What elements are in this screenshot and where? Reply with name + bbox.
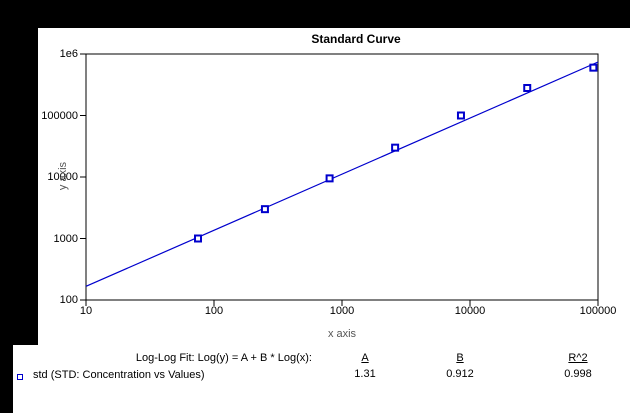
y-tick-label: 100 [59,294,78,306]
legend-series-label: std (STD: Concentration vs Values) [33,369,205,381]
y-tick-label: 1000 [53,232,78,245]
x-axis-title: x axis [327,328,357,340]
x-tick-label: 100000 [579,305,617,317]
data-point-marker [260,205,269,214]
x-tick-label: 10000 [454,305,486,317]
y-tick-label: 100000 [41,109,78,122]
chart-panel [13,28,630,413]
fit-column-header: A [361,352,369,364]
y-tick-label: 1e6 [59,48,78,60]
x-tick-label: 10 [79,305,93,317]
data-point-marker [391,143,400,152]
data-point-marker [194,234,203,243]
chart-title: Standard Curve [311,32,401,46]
fit-column-header: B [456,352,464,364]
data-point-marker [589,63,598,72]
x-tick-label: 100 [204,305,224,317]
legend-marker-icon [17,374,23,380]
y-axis-title: y axis [57,161,69,191]
data-point-marker [456,111,465,120]
fit-value: 1.31 [354,368,376,380]
y-tick-label: 10000 [47,171,78,183]
fit-line [85,61,599,287]
x-tick-label: 1000 [329,305,355,317]
fit-equation-label: Log-Log Fit: Log(y) = A + B * Log(x): [135,352,312,364]
plot-box-border [85,53,599,301]
data-point-marker [325,174,334,183]
data-point-marker [523,83,532,92]
fit-column-header: R^2 [568,352,588,364]
fit-value: 0.912 [446,368,474,380]
left-black-border [0,28,38,345]
fit-value: 0.998 [564,368,592,380]
